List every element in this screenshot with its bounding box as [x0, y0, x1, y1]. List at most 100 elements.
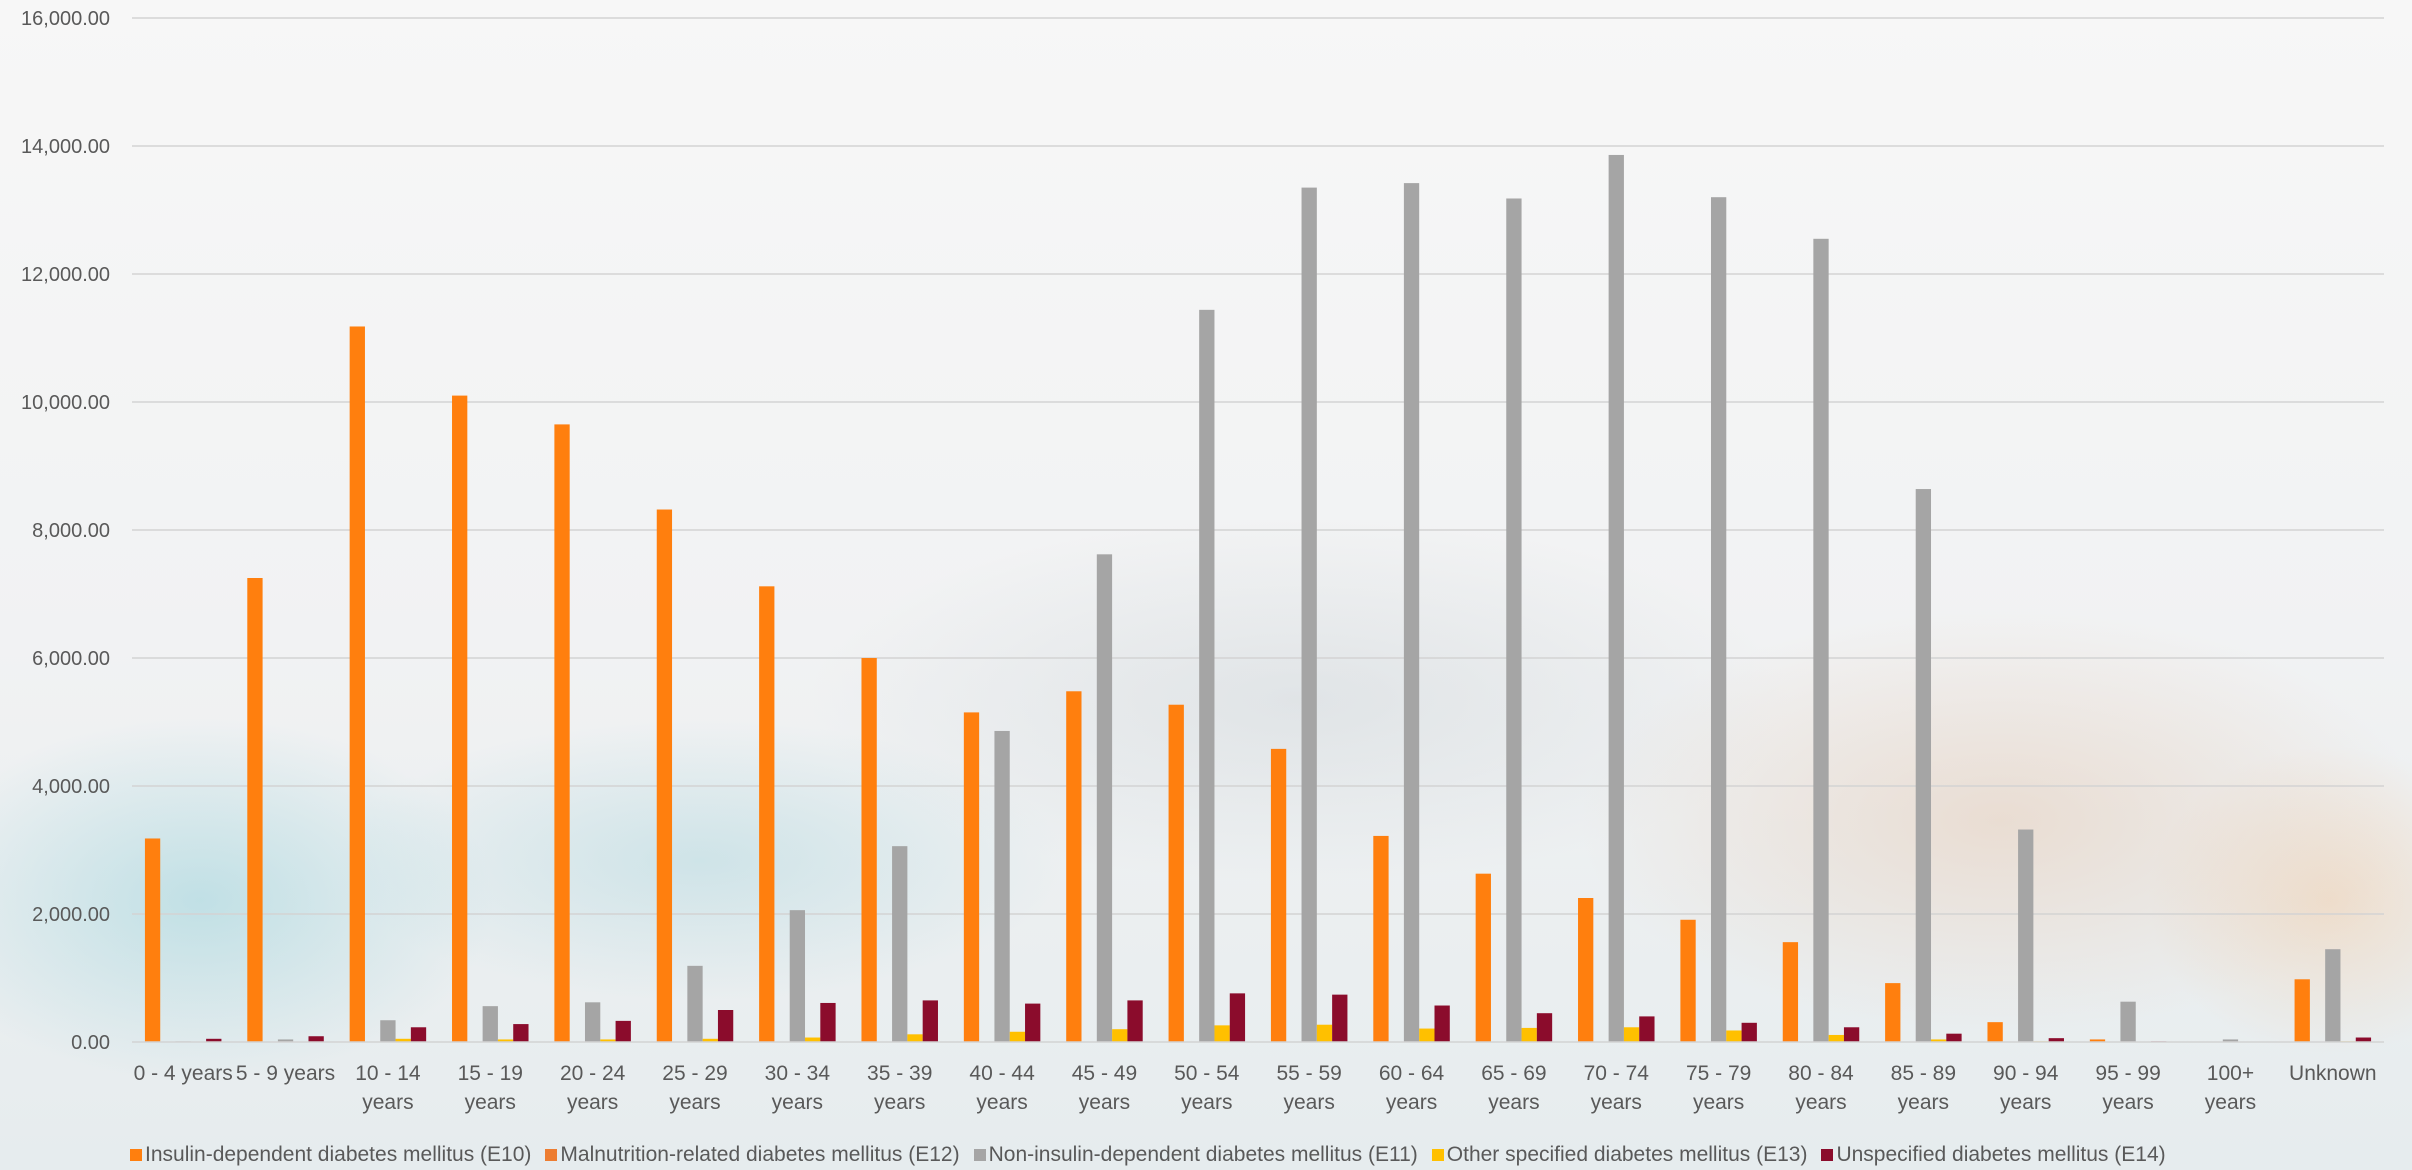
- x-tick-label: Unknown: [2289, 1062, 2377, 1085]
- legend-item: Non-insulin-dependent diabetes mellitus …: [973, 1143, 1418, 1167]
- bar: [1301, 187, 1317, 1043]
- x-tick-label: 100+ years: [2205, 1062, 2256, 1114]
- bar: [1127, 1000, 1143, 1042]
- bar: [1536, 1013, 1553, 1042]
- legend-swatch: [1431, 1149, 1444, 1161]
- x-tick-label: 65 - 69 years: [1481, 1062, 1546, 1114]
- y-tick-label: 2,000.00: [32, 904, 110, 926]
- legend-item: Unspecified diabetes mellitus (E14): [1821, 1143, 2166, 1167]
- bar: [2325, 949, 2341, 1042]
- bar: [1009, 1031, 1026, 1042]
- legend-label: Malnutrition-related diabetes mellitus (…: [560, 1143, 960, 1166]
- y-tick-label: 14,000.00: [21, 136, 110, 158]
- x-tick-label: 60 - 64 years: [1379, 1062, 1445, 1114]
- x-tick-label: 30 - 34 years: [765, 1062, 831, 1114]
- bar: [1782, 942, 1799, 1042]
- x-tick-label: 45 - 49 years: [1072, 1062, 1137, 1114]
- bar: [277, 1039, 294, 1042]
- bar: [2089, 1039, 2106, 1042]
- y-tick-label: 12,000.00: [21, 264, 110, 286]
- bar: [922, 1000, 938, 1042]
- bar: [2222, 1039, 2239, 1042]
- x-tick-label: 35 - 39 years: [867, 1062, 932, 1114]
- bar: [1639, 1016, 1655, 1042]
- legend-item: Insulin-dependent diabetes mellitus (E10…: [130, 1143, 531, 1167]
- bar: [1710, 197, 1727, 1042]
- legend-swatch: [1821, 1149, 1834, 1161]
- x-tick-label: 0 - 4 years: [134, 1062, 233, 1085]
- x-tick-label: 50 - 54 years: [1174, 1062, 1240, 1114]
- legend-label: Unspecified diabetes mellitus (E14): [1836, 1143, 2166, 1166]
- bar: [820, 1002, 836, 1042]
- bar: [717, 1010, 734, 1042]
- bar: [1915, 489, 1932, 1042]
- bar: [2048, 1038, 2064, 1042]
- x-tick-label: 80 - 84 years: [1788, 1062, 1854, 1114]
- bar: [1332, 994, 1348, 1042]
- bar: [1229, 993, 1246, 1042]
- bar: [1946, 1033, 1962, 1042]
- bar: [206, 1038, 222, 1042]
- bar: [308, 1036, 324, 1042]
- y-tick-label: 10,000.00: [21, 392, 110, 414]
- bar: [1578, 898, 1594, 1042]
- bar: [789, 910, 806, 1042]
- bar: [1066, 691, 1082, 1042]
- bar: [1828, 1034, 1844, 1042]
- legend: Insulin-dependent diabetes mellitus (E10…: [130, 1140, 2166, 1170]
- legend-swatch: [130, 1149, 142, 1161]
- x-tick-label: 25 - 29 years: [662, 1062, 727, 1114]
- x-tick-label: 90 - 94 years: [1993, 1062, 2059, 1114]
- y-tick-label: 16,000.00: [21, 8, 110, 30]
- bar: [247, 578, 263, 1042]
- bar: [805, 1037, 821, 1042]
- bar: [349, 326, 365, 1043]
- bar-chart: 0.00 2,000.00 4,000.00 6,000.00 8,000.00 10,0…: [21, 8, 2384, 1114]
- bar: [1843, 1027, 1860, 1042]
- x-tick-label: 95 - 99 years: [2095, 1062, 2160, 1114]
- bar: [963, 712, 980, 1042]
- bar: [1726, 1030, 1742, 1042]
- bar: [907, 1034, 923, 1042]
- bar: [892, 846, 908, 1042]
- bar: [759, 586, 775, 1042]
- bar: [1623, 1027, 1640, 1042]
- legend-label: Other specified diabetes mellitus (E13): [1446, 1143, 1808, 1166]
- x-tick-label: 75 - 79 years: [1686, 1062, 1751, 1114]
- x-tick-label: 40 - 44 years: [969, 1062, 1035, 1114]
- x-tick-label: 5 - 9 years: [236, 1062, 335, 1085]
- bar: [1112, 1029, 1128, 1042]
- bar: [1199, 309, 1215, 1043]
- bar: [687, 965, 703, 1042]
- y-tick-label: 8,000.00: [32, 520, 110, 542]
- y-tick-label: 6,000.00: [32, 648, 110, 670]
- bar: [702, 1038, 718, 1042]
- bar: [861, 658, 877, 1042]
- bar: [1813, 238, 1829, 1043]
- y-tick-label: 0.00: [71, 1032, 110, 1054]
- bar: [1403, 183, 1420, 1042]
- legend-swatch: [973, 1149, 986, 1161]
- bar: [482, 1006, 498, 1042]
- bar: [1419, 1028, 1435, 1042]
- bar: [1608, 154, 1624, 1042]
- gridlines: [132, 17, 2384, 915]
- legend-swatch: [545, 1149, 558, 1161]
- legend-item: Malnutrition-related diabetes mellitus (…: [545, 1143, 960, 1167]
- bar: [380, 1020, 396, 1042]
- bar: [1168, 704, 1184, 1042]
- bar: [1025, 1003, 1041, 1042]
- bar: [497, 1039, 514, 1042]
- bar: [1316, 1024, 1333, 1042]
- x-tick-label: 70 - 74 years: [1584, 1062, 1650, 1114]
- x-tick-label: 10 - 14 years: [355, 1062, 421, 1114]
- bar: [994, 730, 1010, 1042]
- bar: [1931, 1039, 1947, 1042]
- bar: [1885, 983, 1901, 1042]
- bar: [410, 1027, 427, 1042]
- bar: [2294, 979, 2310, 1042]
- legend-label: Insulin-dependent diabetes mellitus (E10…: [145, 1143, 532, 1166]
- bar: [615, 1020, 631, 1042]
- bar: [1506, 198, 1522, 1043]
- bar: [1214, 1025, 1230, 1042]
